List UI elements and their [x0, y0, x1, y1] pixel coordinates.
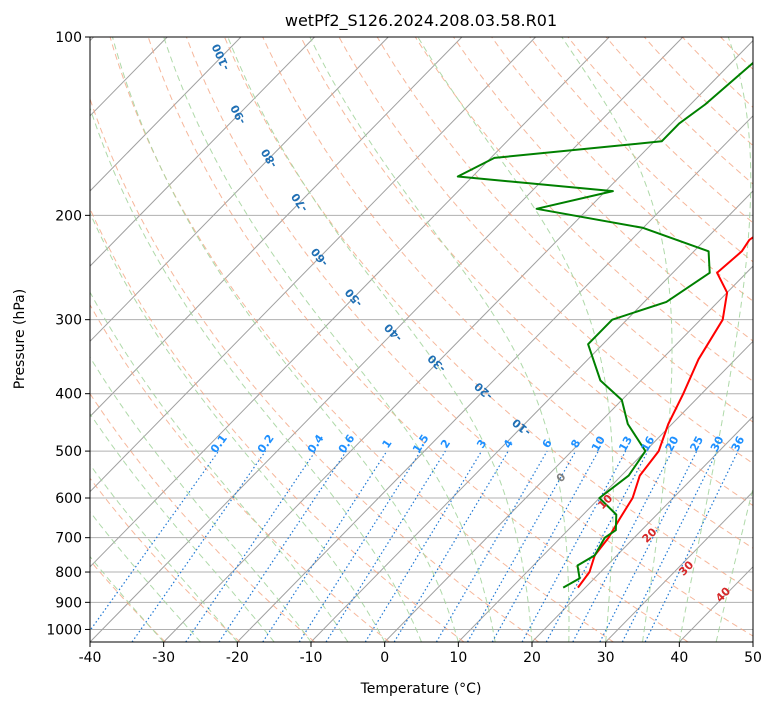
y-tick-label: 400 [55, 387, 82, 403]
moist-adiabat-line [90, 356, 312, 642]
dry-adiabat-line [90, 97, 540, 642]
mixing-ratio-line [325, 450, 446, 642]
isotherm-line [90, 37, 242, 192]
dry-adiabat-line [262, 37, 753, 549]
moist-adiabat-line [715, 486, 753, 642]
y-tick-label: 300 [55, 313, 82, 329]
moist-adiabat-line [90, 211, 386, 642]
dry-adiabat-line [147, 37, 689, 642]
mixing-ratio-label: 36 [729, 434, 748, 454]
dry-adiabat-line [338, 37, 753, 465]
moist-adiabat-line [90, 555, 165, 642]
isotherm-line [90, 37, 389, 343]
moist-adiabat-line [90, 291, 349, 642]
dewpoint-profile-line [456, 61, 753, 589]
axis-ticks: -40 -30 -20 -10 0 10 20 30 40 50 100 200 300 400 500 60… [46, 30, 762, 666]
isotherm-line [90, 37, 315, 267]
mixing-ratio-line [491, 450, 599, 642]
x-tick-label: 20 [523, 650, 541, 666]
mixing-ratio-label: 30 [708, 434, 727, 454]
isotherm-line [90, 37, 463, 418]
mixing-ratio-line [393, 450, 509, 642]
y-tick-label: 100 [55, 30, 82, 46]
pressure-grid [90, 37, 753, 630]
y-tick-label: 500 [55, 444, 82, 460]
x-axis-label: Temperature (°C) [360, 681, 482, 697]
dry-adiabat-line [90, 392, 316, 642]
dry-adiabat-line [223, 37, 753, 593]
dry-adiabat-line [90, 207, 465, 642]
isotherm-line [163, 39, 753, 642]
chart-title: wetPf2_S126.2024.208.03.58.R01 [285, 11, 557, 31]
mixing-ratio-line [466, 450, 577, 642]
moist-adiabat-line [309, 37, 570, 642]
moist-adiabat-line [227, 37, 533, 642]
y-tick-label: 700 [55, 531, 82, 547]
isotherm-line [531, 415, 753, 642]
profile-lines [456, 61, 753, 589]
mixing-ratio-line [185, 450, 316, 642]
moist-adiabat-line [163, 37, 496, 642]
x-tick-label: -20 [226, 650, 249, 666]
dry-adiabat-line [300, 37, 753, 507]
y-tick-label: 900 [55, 595, 82, 611]
moist-adiabat-line [90, 412, 275, 642]
x-tick-label: 0 [380, 650, 389, 666]
thermo-background-lines [90, 37, 753, 642]
x-tick-label: 30 [597, 650, 615, 666]
x-tick-label: 50 [744, 650, 762, 666]
mixing-ratio-line [131, 450, 266, 642]
x-tick-label: -40 [79, 650, 102, 666]
mixing-ratio-label: 25 [687, 434, 706, 454]
moist-adiabat-line [112, 37, 459, 642]
isotherm-line [90, 37, 610, 568]
isotherm-line [90, 37, 536, 493]
mixing-ratio-line [364, 450, 483, 642]
x-tick-label: 10 [449, 650, 467, 666]
isotherm-line [310, 190, 753, 642]
isotherm-line [236, 115, 753, 642]
y-tick-label: 200 [55, 208, 82, 224]
mixing-ratio-line [521, 450, 627, 642]
isotherm-line [384, 265, 753, 642]
moist-adiabat-line [678, 37, 752, 642]
plot-area: -100-90-80-70-60-50-40-30-20-100.1 0.2 0.4… [90, 37, 753, 642]
mixing-ratio-line [298, 450, 422, 642]
isotherm-line [605, 490, 753, 642]
x-tick-label: 40 [670, 650, 688, 666]
moist-adiabat-line [90, 463, 238, 642]
dry-adiabat-line [452, 37, 753, 342]
mixing-ratio-line [435, 450, 548, 642]
moist-adiabat-line [561, 37, 673, 642]
y-tick-label: 600 [55, 491, 82, 507]
dry-adiabat-line [109, 37, 614, 642]
x-tick-label: -10 [300, 650, 323, 666]
moist-adiabat-line [90, 106, 422, 642]
y-tick-label: 800 [55, 565, 82, 581]
dry-adiabat-line [414, 37, 753, 382]
dry-adiabat-line [185, 37, 753, 637]
plot-frame [89, 36, 754, 643]
mixing-ratio-line [545, 450, 649, 642]
isotherm-line [457, 340, 753, 642]
moist-adiabat-line [90, 511, 201, 642]
mixing-ratio-line [90, 450, 220, 632]
x-tick-label: -30 [152, 650, 175, 666]
mixing-ratio-line [644, 450, 739, 642]
y-axis-label: Pressure (hPa) [12, 289, 28, 389]
dry-adiabat-line [90, 477, 241, 642]
y-tick-label: 1000 [46, 622, 82, 638]
